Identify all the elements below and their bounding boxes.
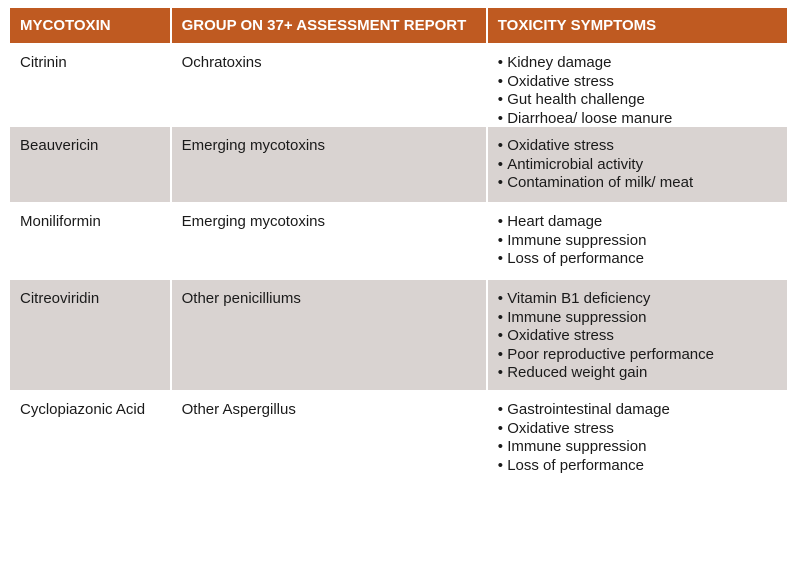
table-header-row: MYCOTOXIN GROUP ON 37+ ASSESSMENT REPORT… — [10, 8, 787, 44]
table-row: Citreoviridin Other penicilliums Vitamin… — [10, 280, 787, 391]
mycotoxin-name: Citreoviridin — [10, 280, 170, 390]
symptom-item: Vitamin B1 deficiency — [498, 290, 777, 309]
symptom-list: Gastrointestinal damage Oxidative stress… — [498, 401, 777, 475]
header-group: GROUP ON 37+ ASSESSMENT REPORT — [171, 8, 486, 43]
symptom-item: Antimicrobial activity — [498, 156, 777, 175]
symptom-item: Poor reproductive performance — [498, 346, 777, 365]
symptom-item: Oxidative stress — [498, 420, 777, 439]
table-row: Beauvericin Emerging mycotoxins Oxidativ… — [10, 127, 787, 203]
symptom-item: Immune suppression — [498, 232, 777, 251]
symptom-item: Immune suppression — [498, 309, 777, 328]
mycotoxin-name: Moniliformin — [20, 213, 101, 230]
mycotoxin-name: Beauvericin — [10, 127, 170, 202]
symptoms-cell: Gastrointestinal damage Oxidative stress… — [488, 391, 787, 483]
table-row: Citrinin Ochratoxins Kidney damage Oxida… — [10, 44, 787, 127]
mycotoxin-table: MYCOTOXIN GROUP ON 37+ ASSESSMENT REPORT… — [10, 8, 787, 483]
symptom-item: Gut health challenge — [498, 91, 777, 110]
symptom-item: Reduced weight gain — [498, 364, 777, 383]
mycotoxin-name: Citrinin — [20, 54, 67, 71]
symptom-item: Oxidative stress — [498, 327, 777, 346]
group-name: Ochratoxins — [181, 54, 262, 71]
symptom-item: Gastrointestinal damage — [498, 401, 777, 420]
symptom-list: Kidney damage Oxidative stress Gut healt… — [498, 54, 777, 128]
symptom-item: Oxidative stress — [498, 137, 777, 156]
symptoms-cell: Heart damage Immune suppression Loss of … — [488, 203, 787, 279]
header-symptoms: TOXICITY SYMPTOMS — [487, 8, 787, 43]
table-row: Moniliformin Emerging mycotoxins Heart d… — [10, 203, 787, 280]
symptoms-cell: Oxidative stress Antimicrobial activity … — [487, 127, 787, 202]
symptom-list: Oxidative stress Antimicrobial activity … — [498, 137, 777, 193]
symptom-list: Heart damage Immune suppression Loss of … — [498, 213, 777, 269]
symptom-list: Vitamin B1 deficiency Immune suppression… — [498, 290, 777, 383]
symptom-item: Diarrhoea/ loose manure — [498, 110, 777, 129]
symptom-item: Loss of performance — [498, 457, 777, 476]
header-mycotoxin: MYCOTOXIN — [10, 8, 170, 43]
group-name: Emerging mycotoxins — [171, 127, 486, 202]
group-name: Emerging mycotoxins — [181, 213, 325, 230]
symptom-item: Kidney damage — [498, 54, 777, 73]
symptom-item: Contamination of milk/ meat — [498, 174, 777, 193]
table-row: Cyclopiazonic Acid Other Aspergillus Gas… — [10, 391, 787, 483]
symptom-item: Loss of performance — [498, 250, 777, 269]
group-name: Other Aspergillus — [181, 401, 296, 418]
symptom-item: Heart damage — [498, 213, 777, 232]
group-name: Other penicilliums — [171, 280, 486, 390]
symptom-item: Immune suppression — [498, 438, 777, 457]
symptoms-cell: Kidney damage Oxidative stress Gut healt… — [488, 44, 787, 128]
symptoms-cell: Vitamin B1 deficiency Immune suppression… — [487, 280, 787, 390]
mycotoxin-name: Cyclopiazonic Acid — [20, 401, 146, 418]
symptom-item: Oxidative stress — [498, 73, 777, 92]
